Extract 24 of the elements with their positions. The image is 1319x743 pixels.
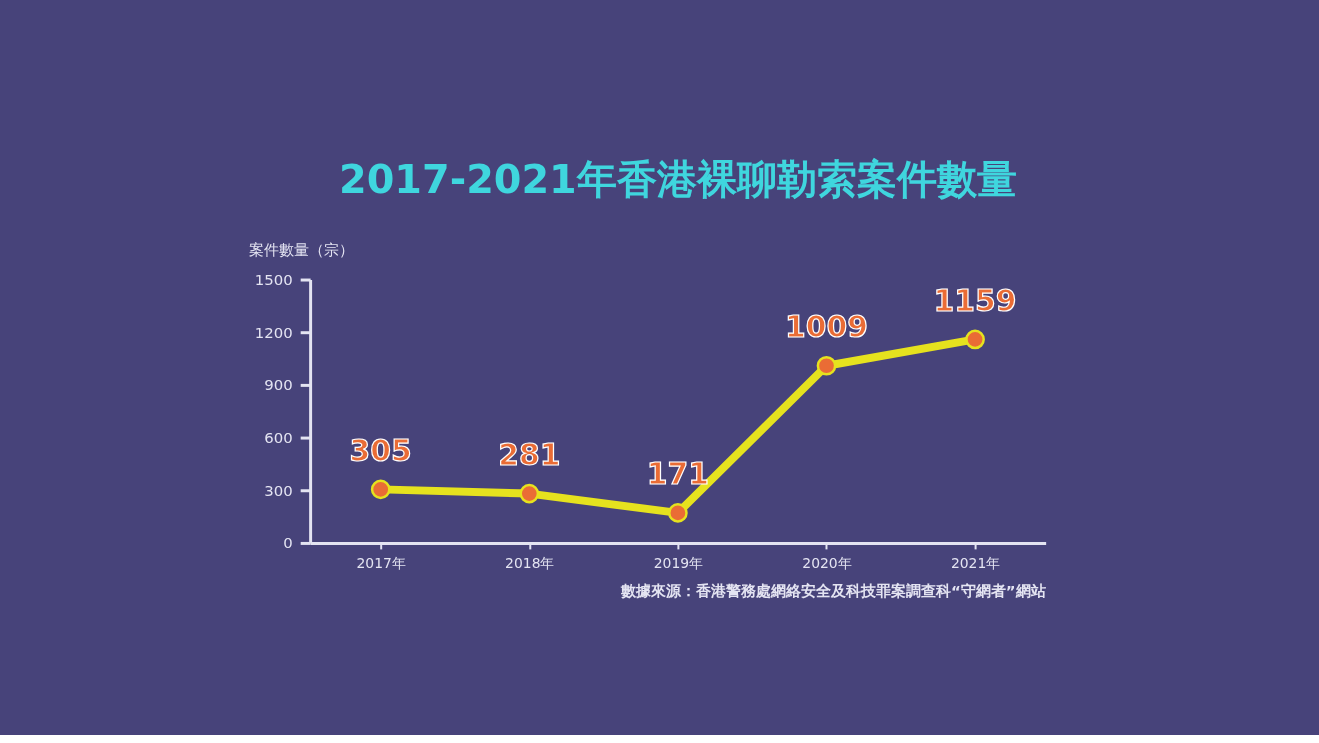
point (519, 483, 540, 504)
chart-title: 2017-2021年香港裸聊勒索案件數量 (339, 156, 1017, 203)
point (668, 503, 688, 523)
y-tick-label: 300 (264, 481, 293, 500)
data-label: 1159 (933, 282, 1017, 318)
point (370, 479, 391, 500)
x-tick-label: 2019年 (653, 555, 704, 572)
y-tick-label: 1200 (254, 323, 293, 342)
y-tick-label: 600 (264, 429, 293, 448)
x-tick-label: 2017年 (356, 555, 406, 572)
point (816, 355, 837, 376)
data-label: 305 (349, 432, 412, 468)
y-axis-title: 案件數量（宗） (248, 241, 354, 260)
y-tick-label: 900 (264, 376, 293, 395)
x-tick-label: 2020年 (802, 555, 852, 572)
y-tick-label: 0 (283, 534, 293, 553)
x-tick-label: 2018年 (505, 555, 555, 572)
point (965, 329, 985, 350)
x-tick-label: 2021年 (950, 555, 1001, 572)
data-label: 171 (646, 456, 709, 492)
data-label: 281 (498, 436, 561, 472)
y-tick-label: 1500 (254, 271, 293, 289)
text: 數據來源：香港警務處網絡安全及科技罪案調查科“守網者”網站 (620, 581, 1046, 600)
data-label: 1009 (785, 308, 868, 344)
